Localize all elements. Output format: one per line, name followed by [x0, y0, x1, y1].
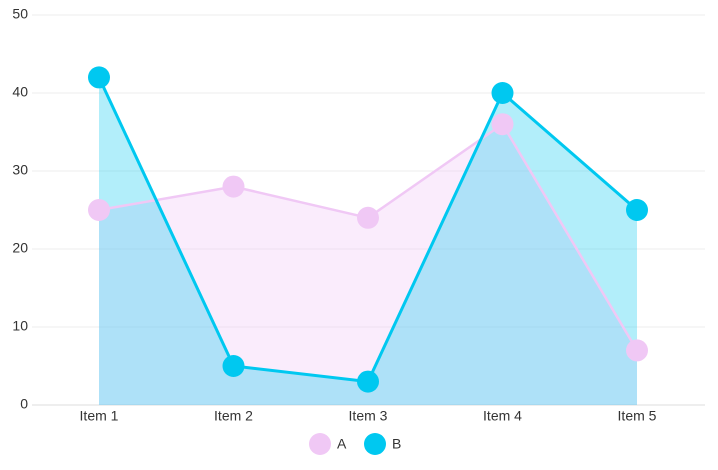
point — [626, 199, 648, 221]
point — [491, 82, 514, 104]
x-tick-label: Item 1 — [80, 408, 119, 424]
point — [222, 355, 245, 377]
x-tick-label: Item 4 — [483, 408, 522, 424]
legend-label: B — [392, 436, 401, 452]
point — [88, 199, 110, 221]
y-tick-label: 30 — [12, 162, 28, 178]
point — [491, 113, 514, 136]
point — [357, 370, 379, 393]
area — [99, 77, 637, 406]
x-tick-label: Item 2 — [214, 408, 253, 424]
legend-marker — [309, 433, 331, 455]
x-tick-label: Item 3 — [349, 408, 388, 424]
point — [88, 66, 110, 89]
y-tick-label: 20 — [12, 240, 28, 256]
point — [357, 206, 379, 229]
point — [222, 175, 245, 198]
y-tick-label: 0 — [20, 396, 28, 412]
point — [626, 339, 648, 362]
x-tick-label: Item 5 — [618, 408, 657, 424]
y-tick-label: 50 — [12, 6, 28, 22]
y-tick-label: 10 — [12, 318, 28, 334]
y-tick-label: 40 — [12, 84, 28, 100]
legend-marker — [364, 433, 386, 455]
legend-label: A — [337, 436, 347, 452]
